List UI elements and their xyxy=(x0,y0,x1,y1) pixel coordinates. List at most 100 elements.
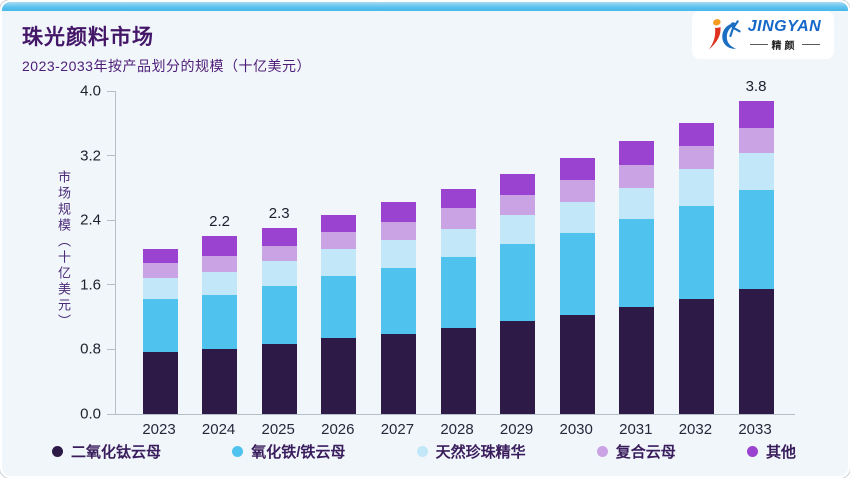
chart-header: 珠光颜料市场 2023-2033年按产品划分的规模（十亿美元） xyxy=(22,21,311,76)
page-subtitle: 2023-2033年按产品划分的规模（十亿美元） xyxy=(22,58,311,74)
y-axis-top-tick xyxy=(107,91,116,92)
legend-dot-icon xyxy=(232,446,244,457)
bar-segment-2028 xyxy=(440,328,476,414)
bar-segment-2027 xyxy=(380,267,416,335)
legend-item-2: 天然珍珠精华 xyxy=(416,441,526,462)
y-axis-title: 市场规模（十亿美元） xyxy=(56,170,71,330)
bar-segment-2031 xyxy=(619,141,655,166)
bar-segment-2025 xyxy=(261,228,297,247)
y-tick-mark-2.4 xyxy=(107,219,115,221)
bar-segment-2029 xyxy=(500,174,536,196)
y-tick-mark-1.6 xyxy=(107,284,115,286)
y-tick-mark-4.0 xyxy=(107,90,115,92)
bar-segment-2023 xyxy=(142,278,178,300)
y-tick-mark-3.2 xyxy=(107,155,115,157)
bar-segment-2025 xyxy=(261,260,297,286)
legend-dot-icon xyxy=(746,446,758,457)
legend-label: 复合云母 xyxy=(615,444,676,461)
legend-label: 其他 xyxy=(765,444,796,461)
bar-segment-2027 xyxy=(380,202,416,222)
bar-segment-2027 xyxy=(380,221,416,240)
bar-2033 xyxy=(738,100,774,414)
chart-legend: 二氧化钛云母 氧化铁/铁云母 天然珍珠精华 复合云母 其他 xyxy=(52,441,796,462)
legend-label: 天然珍珠精华 xyxy=(435,444,526,461)
legend-dot-icon xyxy=(52,446,63,457)
bar-segment-2028 xyxy=(440,256,476,329)
bar-segment-2026 xyxy=(321,275,357,339)
bar-2028 xyxy=(440,188,476,414)
x-axis-label-2029: 2029 xyxy=(499,421,534,438)
x-axis-label-2030: 2030 xyxy=(559,421,593,438)
bar-segment-2031 xyxy=(619,307,655,414)
y-tick-label-1.6: 1.6 xyxy=(80,276,101,294)
bar-segment-2031 xyxy=(619,187,655,220)
brand-name: JINGYAN xyxy=(747,18,822,35)
bar-segment-2023 xyxy=(142,299,178,352)
bar-2026 xyxy=(321,215,357,414)
bar-segment-2026 xyxy=(321,215,357,233)
brand-cn-row: 精颜 xyxy=(749,37,820,52)
bar-2031 xyxy=(619,141,655,414)
bar-segment-2027 xyxy=(380,334,416,414)
bar-segment-2026 xyxy=(321,249,357,276)
brand-text: JINGYAN 精颜 xyxy=(748,18,821,52)
bar-segment-2025 xyxy=(261,246,297,261)
legend-dot-icon xyxy=(416,446,428,457)
bar-segment-2030 xyxy=(559,179,595,202)
bar-2025 xyxy=(261,228,297,414)
bar-segment-2029 xyxy=(500,195,536,216)
bar-segment-2024 xyxy=(202,236,238,256)
bar-segment-2023 xyxy=(142,263,178,279)
bar-segment-2024 xyxy=(202,294,238,349)
bar-2027 xyxy=(380,202,416,414)
bar-segment-2024 xyxy=(202,348,238,414)
x-axis-label-2023: 2023 xyxy=(142,421,176,438)
x-axis-label-2028: 2028 xyxy=(440,421,474,438)
bar-segment-2032 xyxy=(678,205,714,300)
legend-label: 二氧化钛云母 xyxy=(71,444,162,461)
bar-segment-2032 xyxy=(678,169,714,206)
legend-dot-icon xyxy=(596,446,608,457)
bar-segment-2026 xyxy=(321,338,357,414)
bar-segment-2033 xyxy=(738,288,774,414)
y-tick-label-3.2: 3.2 xyxy=(80,147,101,165)
y-tick-mark-0.8 xyxy=(107,348,115,350)
bar-segment-2031 xyxy=(619,165,655,188)
bar-segment-2030 xyxy=(559,314,595,414)
bar-segment-2033 xyxy=(738,153,774,191)
bar-segment-2032 xyxy=(678,299,714,414)
legend-item-4: 其他 xyxy=(746,441,796,462)
bar-2029 xyxy=(500,174,536,414)
y-tick-label-2.4: 2.4 xyxy=(80,211,101,229)
bar-segment-2024 xyxy=(202,255,238,272)
brand-name-cn: 精颜 xyxy=(771,41,798,52)
legend-item-0: 二氧化钛云母 xyxy=(52,441,161,462)
bar-segment-2028 xyxy=(440,229,476,257)
bar-segment-2032 xyxy=(678,145,714,170)
bar-total-label-2025: 2.3 xyxy=(268,205,290,223)
bar-total-label-2033: 3.8 xyxy=(745,77,767,95)
legend-item-1: 氧化铁/铁云母 xyxy=(232,441,345,462)
x-axis-label-2033: 2033 xyxy=(738,421,772,438)
brand-rule-left xyxy=(749,44,768,45)
bar-segment-2029 xyxy=(500,215,536,245)
page-title: 珠光颜料市场 xyxy=(22,26,154,49)
bar-total-label-2024: 2.2 xyxy=(209,213,231,231)
brand-mark-icon xyxy=(708,19,741,50)
bar-segment-2032 xyxy=(678,123,714,146)
bar-segment-2023 xyxy=(142,351,178,414)
x-axis-label-2025: 2025 xyxy=(261,421,295,438)
bar-2023 xyxy=(142,248,178,414)
bar-segment-2026 xyxy=(321,232,357,250)
bar-segment-2033 xyxy=(738,190,774,289)
bar-segment-2033 xyxy=(738,128,774,154)
x-axis-label-2032: 2032 xyxy=(678,421,713,438)
x-axis-label-2031: 2031 xyxy=(619,421,653,438)
bar-segment-2033 xyxy=(738,100,774,129)
x-axis-label-2026: 2026 xyxy=(321,421,355,438)
y-tick-label-0.8: 0.8 xyxy=(80,340,101,358)
bar-segment-2030 xyxy=(559,233,595,315)
bar-2032 xyxy=(678,123,714,414)
bar-segment-2029 xyxy=(500,321,536,414)
